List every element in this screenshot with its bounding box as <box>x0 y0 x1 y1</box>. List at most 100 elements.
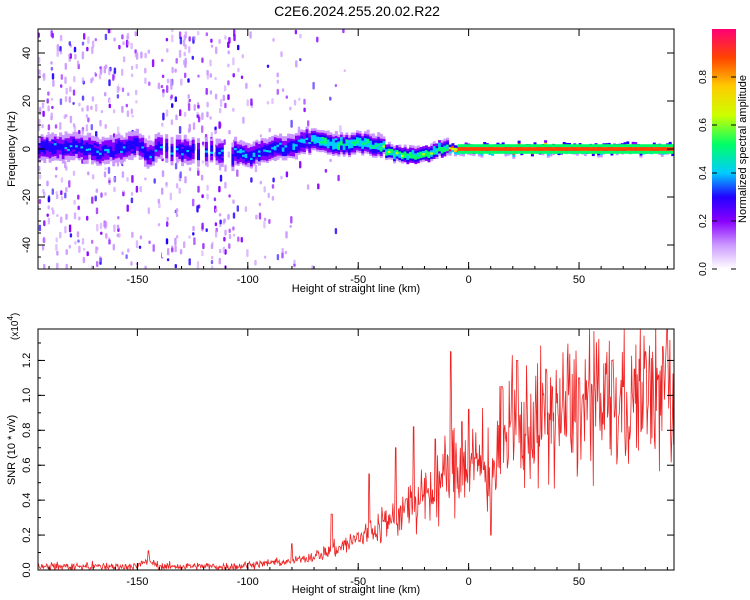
heatmap-cell <box>159 141 163 144</box>
heatmap-cell <box>179 249 183 255</box>
heatmap-cell <box>215 147 219 150</box>
heatmap-cell <box>130 131 134 135</box>
heatmap-cell <box>310 128 314 131</box>
heatmap-cell <box>96 154 100 158</box>
heatmap-cell <box>206 184 209 191</box>
heatmap-cell <box>231 166 235 169</box>
heatmap-cell <box>114 134 118 137</box>
heatmap-cell <box>451 147 455 151</box>
heatmap-cell <box>125 134 129 138</box>
heatmap-cell <box>379 151 383 154</box>
heatmap-cell <box>374 137 378 141</box>
heatmap-cell <box>257 160 261 164</box>
heatmap-cell <box>419 155 423 159</box>
heatmap-cell <box>211 241 214 246</box>
heatmap-cell <box>135 240 139 249</box>
heatmap-cell <box>112 144 116 147</box>
heatmap-cell <box>623 142 627 145</box>
heatmap-cell <box>409 149 412 152</box>
heatmap-cell <box>215 46 218 55</box>
heatmap-cell <box>61 143 65 147</box>
heatmap-cell <box>83 161 86 165</box>
heatmap-cell <box>109 137 113 140</box>
heatmap-cell <box>435 154 439 157</box>
heatmap-cell <box>165 138 169 141</box>
heatmap-cell <box>144 160 147 163</box>
heatmap-cell <box>178 134 182 138</box>
heatmap-cell <box>334 141 338 145</box>
heatmap-cell <box>170 154 174 157</box>
heatmap-cell <box>451 143 455 146</box>
heatmap-cell <box>326 143 330 146</box>
heatmap-cell <box>191 147 195 151</box>
heatmap-cell <box>575 153 579 156</box>
heatmap-cell <box>178 49 182 58</box>
heatmap-cell <box>337 154 341 157</box>
heatmap-cell <box>88 141 92 145</box>
heatmap-cell <box>533 142 537 145</box>
heatmap-cell <box>188 36 191 42</box>
heatmap-cell <box>186 153 190 157</box>
heatmap-cell <box>639 155 643 158</box>
heatmap-cell <box>189 144 192 148</box>
heatmap-cell <box>183 141 187 144</box>
heatmap-cell <box>122 162 126 166</box>
heatmap-cell <box>186 149 190 153</box>
heatmap-cell <box>332 142 336 146</box>
heatmap-cell <box>178 178 182 182</box>
heatmap-cell <box>477 153 481 157</box>
heatmap-cell <box>197 185 200 193</box>
heatmap-cell <box>118 124 121 133</box>
heatmap-cell <box>228 233 232 240</box>
heatmap-cell <box>51 73 55 80</box>
heatmap-cell <box>144 153 147 157</box>
heatmap-cell <box>100 110 104 114</box>
heatmap-cell <box>348 146 351 149</box>
heatmap-cell <box>366 149 370 152</box>
heatmap-cell <box>64 76 67 84</box>
heatmap-cell <box>300 142 304 146</box>
heatmap-cell <box>231 159 235 163</box>
heatmap-cell <box>59 122 62 130</box>
heatmap-cell <box>255 150 259 154</box>
heatmap-cell <box>146 159 150 163</box>
heatmap-cell <box>379 144 383 148</box>
heatmap-cell <box>210 151 214 154</box>
heatmap-cell <box>329 149 333 153</box>
heatmap-cell <box>318 145 322 148</box>
heatmap-cell <box>443 138 447 142</box>
heatmap-cell <box>544 142 548 145</box>
heatmap-cell <box>53 136 57 139</box>
heatmap-cell <box>369 146 373 150</box>
heatmap-cell <box>104 152 108 156</box>
heatmap-cell <box>59 158 63 161</box>
heatmap-cell <box>320 116 324 121</box>
heatmap-cell <box>249 131 252 140</box>
heatmap-cell <box>263 186 266 193</box>
heatmap-cell <box>544 140 548 143</box>
heatmap-cell <box>285 95 288 99</box>
heatmap-cell <box>290 216 293 224</box>
heatmap-cell <box>395 151 399 155</box>
heatmap-cell <box>239 148 243 152</box>
heatmap-cell <box>215 145 219 148</box>
heatmap-cell <box>257 150 261 153</box>
heatmap-cell <box>43 160 47 164</box>
heatmap-cell <box>281 140 285 144</box>
heatmap-cell <box>448 146 452 150</box>
heatmap-cell <box>46 81 50 87</box>
heatmap-cell <box>69 140 73 143</box>
heatmap-cell <box>197 142 200 146</box>
heatmap-cell <box>414 152 418 156</box>
heatmap-cell <box>72 149 76 152</box>
heatmap-cell <box>154 138 158 141</box>
heatmap-cell <box>398 146 402 150</box>
heatmap-cell <box>77 140 81 143</box>
heatmap-cell <box>363 133 367 136</box>
heatmap-cell <box>136 148 139 151</box>
heatmap-cell <box>377 132 381 135</box>
heatmap-cell <box>135 100 138 104</box>
heatmap-cell <box>204 143 208 147</box>
heatmap-cell <box>75 134 79 137</box>
heatmap-cell <box>205 87 208 95</box>
